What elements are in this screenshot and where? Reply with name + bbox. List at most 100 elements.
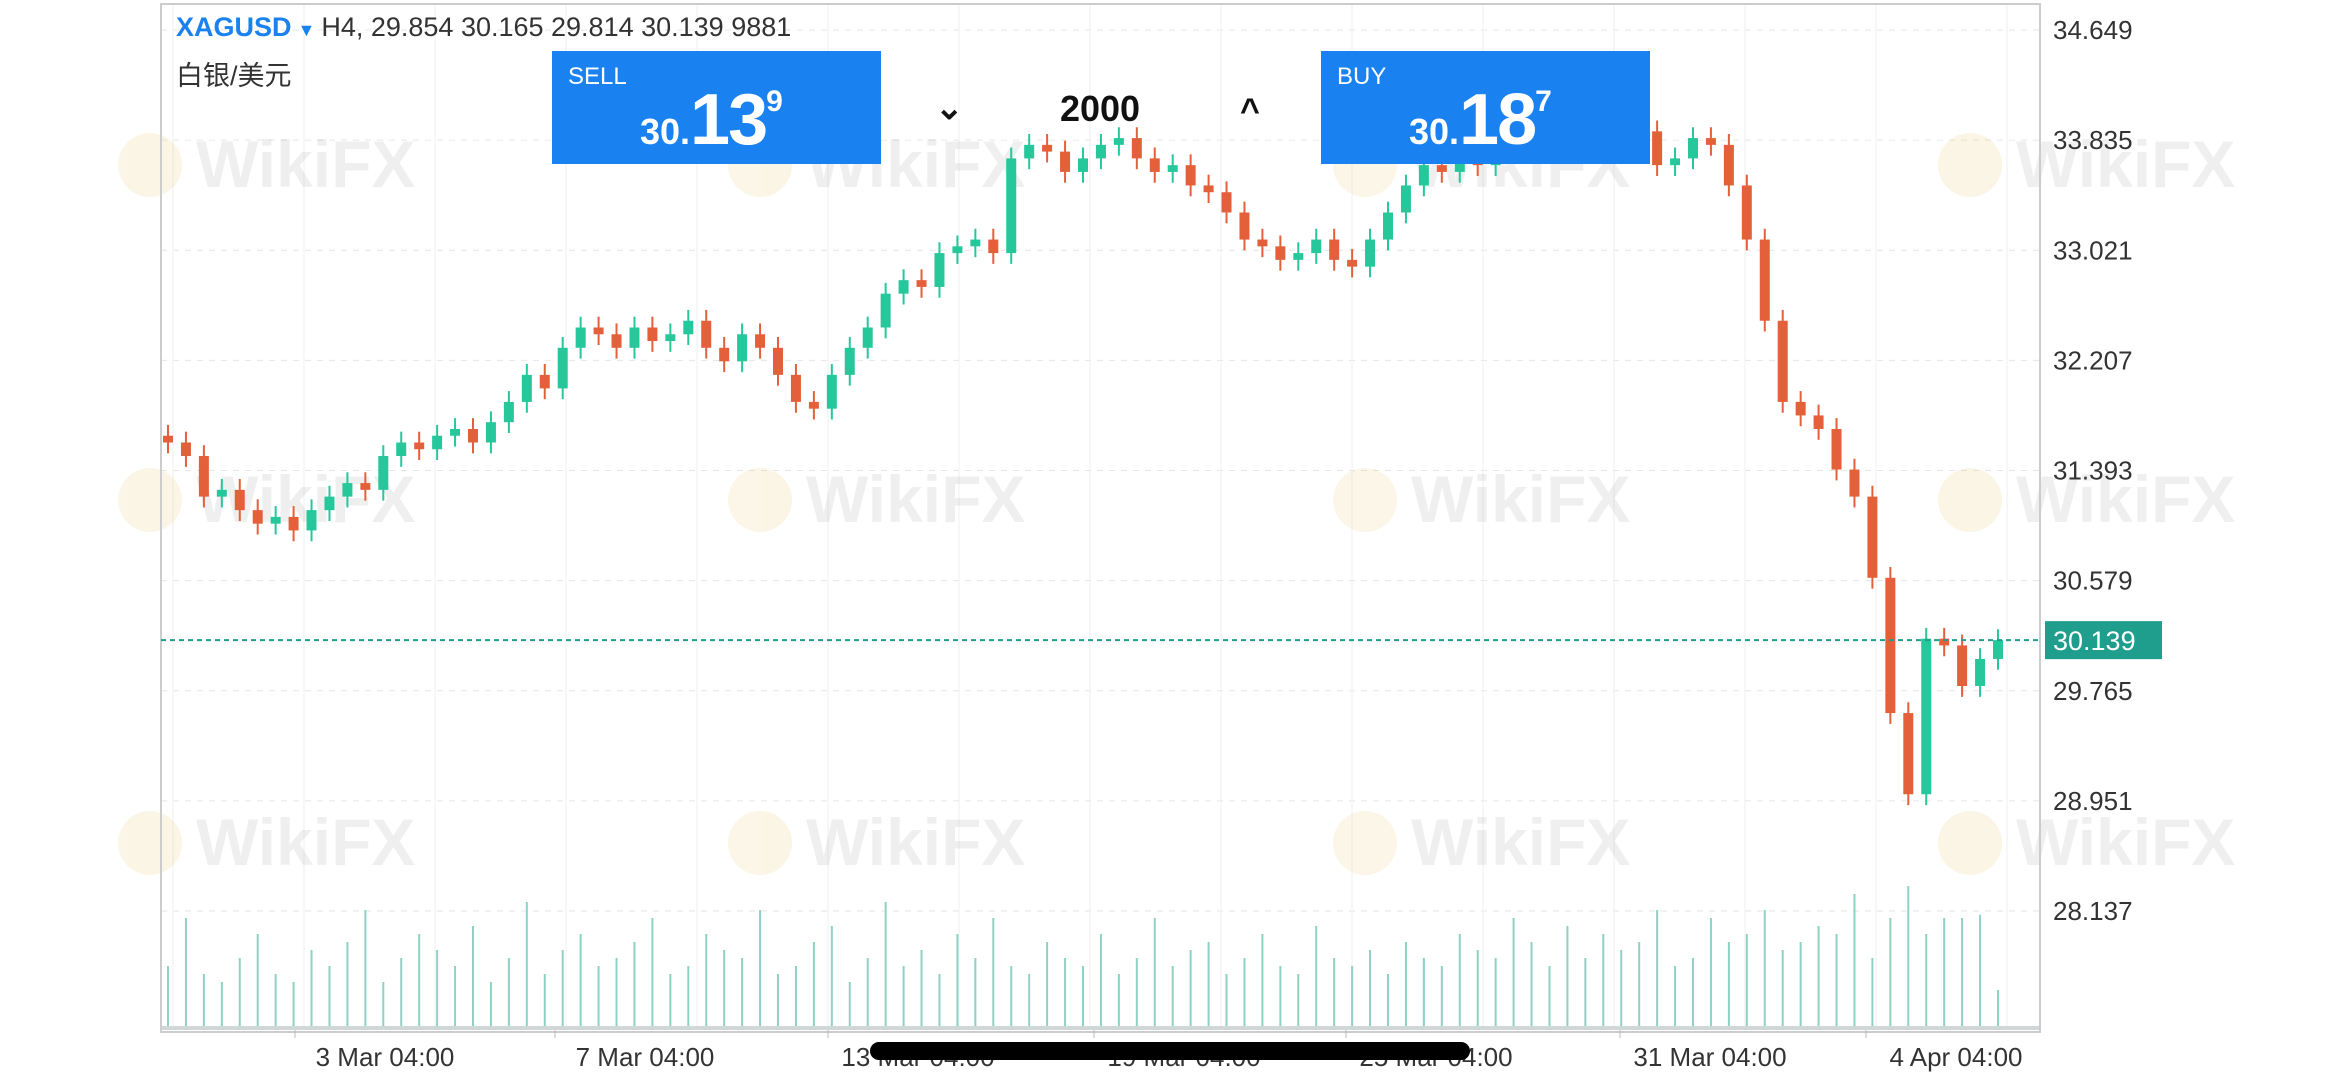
candle-down: [1777, 320, 1788, 402]
wikifx-logo-icon: [728, 811, 792, 875]
price-tick-label: 30.579: [2053, 566, 2133, 596]
wikifx-logo-icon: [118, 468, 182, 532]
candle-down: [1221, 192, 1232, 213]
wikifx-logo-icon: [1938, 468, 2002, 532]
chart-frame: [160, 3, 2041, 1033]
price-tick-label: 28.137: [2053, 896, 2133, 926]
candle-down: [1957, 645, 1968, 687]
candle-up: [862, 327, 873, 348]
candle-up: [1688, 138, 1698, 159]
candle-down: [288, 516, 299, 531]
candle-down: [611, 334, 622, 348]
candle-down: [1903, 713, 1914, 795]
symbol-subtitle: 白银/美元: [176, 61, 292, 91]
buy-price: 30.187: [1409, 80, 1552, 160]
candle-up: [934, 253, 945, 287]
home-indicator[interactable]: [870, 1042, 1470, 1060]
wikifx-watermark: WikiFX: [1333, 462, 1630, 536]
candle-down: [1759, 239, 1770, 321]
candle-down: [647, 327, 658, 342]
price-tick-label: 32.207: [2053, 345, 2133, 375]
candle-up: [306, 510, 317, 531]
watermark-text: WikiFX: [1411, 462, 1630, 536]
candle-down: [1652, 131, 1663, 166]
symbol-header: XAGUSD ▼ H4, 29.854 30.165 29.814 30.139 9…: [176, 12, 791, 43]
candle-down: [1939, 638, 1950, 646]
last-price-line: 30.139: [161, 621, 2162, 660]
wikifx-logo-icon: [728, 468, 792, 532]
candle-up: [450, 428, 461, 436]
candle-up: [378, 456, 389, 490]
candle-up: [1418, 165, 1429, 186]
candle-down: [1257, 239, 1268, 247]
candle-up: [216, 489, 227, 497]
candle-up: [1400, 185, 1411, 213]
candle-up: [575, 327, 586, 348]
wikifx-watermark: WikiFX: [1333, 805, 1630, 879]
candle-down: [1149, 158, 1160, 172]
wikifx-watermark: WikiFX: [118, 127, 415, 201]
candle-down: [808, 401, 819, 409]
candle-down: [1705, 138, 1716, 145]
candle-up: [1670, 158, 1681, 166]
candle-up: [629, 327, 640, 348]
buy-button[interactable]: BUY 30.187: [1321, 51, 1650, 164]
candle-down: [1203, 185, 1214, 193]
candle-down: [1849, 469, 1860, 497]
candle-down: [1042, 144, 1053, 152]
watermark-text: WikiFX: [196, 127, 415, 201]
watermark-text: WikiFX: [2016, 127, 2235, 201]
candle-up: [737, 334, 748, 362]
sell-button[interactable]: SELL 30.139: [552, 51, 881, 164]
chevron-down-icon[interactable]: ⌄: [935, 89, 964, 127]
quantity-value[interactable]: 2000: [1059, 88, 1141, 129]
candle-up: [952, 246, 963, 254]
candle-down: [163, 435, 173, 443]
candle-up: [324, 496, 335, 511]
candle-down: [539, 374, 550, 389]
candle-down: [1347, 259, 1358, 267]
candle-down: [1329, 239, 1340, 260]
candle-down: [1867, 496, 1878, 578]
candle-up: [826, 374, 837, 409]
wikifx-logo-icon: [118, 133, 182, 197]
candle-up: [521, 374, 532, 402]
wikifx-watermark: WikiFX: [728, 805, 1025, 879]
candle-up: [1993, 640, 2003, 659]
candle-up: [1454, 158, 1465, 172]
candle-up: [1113, 138, 1124, 145]
candle-up: [1921, 638, 1932, 795]
candle-down: [593, 327, 604, 335]
wikifx-watermark: WikiFX: [1938, 462, 2235, 536]
symbol-name[interactable]: XAGUSD: [176, 12, 292, 42]
last-price-label: 30.139: [2053, 626, 2136, 656]
candle-down: [180, 442, 191, 457]
chevron-up-icon[interactable]: ^: [1240, 92, 1260, 130]
volume-bars: [161, 886, 2040, 1030]
candles: [163, 79, 2003, 806]
price-tick-label: 34.649: [2053, 15, 2133, 45]
wikifx-watermark: WikiFX: [118, 462, 415, 536]
candle-up: [342, 483, 353, 497]
sell-price: 30.139: [640, 80, 783, 160]
price-tick-label: 31.393: [2053, 456, 2133, 486]
wikifx-logo-icon: [1333, 468, 1397, 532]
candle-down: [414, 442, 425, 450]
candle-up: [1095, 144, 1106, 159]
candle-up: [557, 347, 568, 389]
candle-down: [1060, 151, 1071, 172]
wikifx-watermark: WikiFX: [728, 462, 1025, 536]
candle-up: [485, 422, 496, 443]
candle-down: [1239, 212, 1250, 240]
candle-down: [701, 320, 712, 348]
candle-down: [1275, 246, 1286, 260]
wikifx-logo-icon: [1938, 811, 2002, 875]
grid: [161, 4, 2040, 1030]
candle-up: [880, 293, 891, 328]
triangle-down-icon[interactable]: ▼: [297, 20, 316, 40]
candle-down: [360, 483, 371, 490]
candle-down: [988, 239, 999, 254]
wikifx-logo-icon: [1333, 811, 1397, 875]
candle-up: [1975, 658, 1986, 687]
